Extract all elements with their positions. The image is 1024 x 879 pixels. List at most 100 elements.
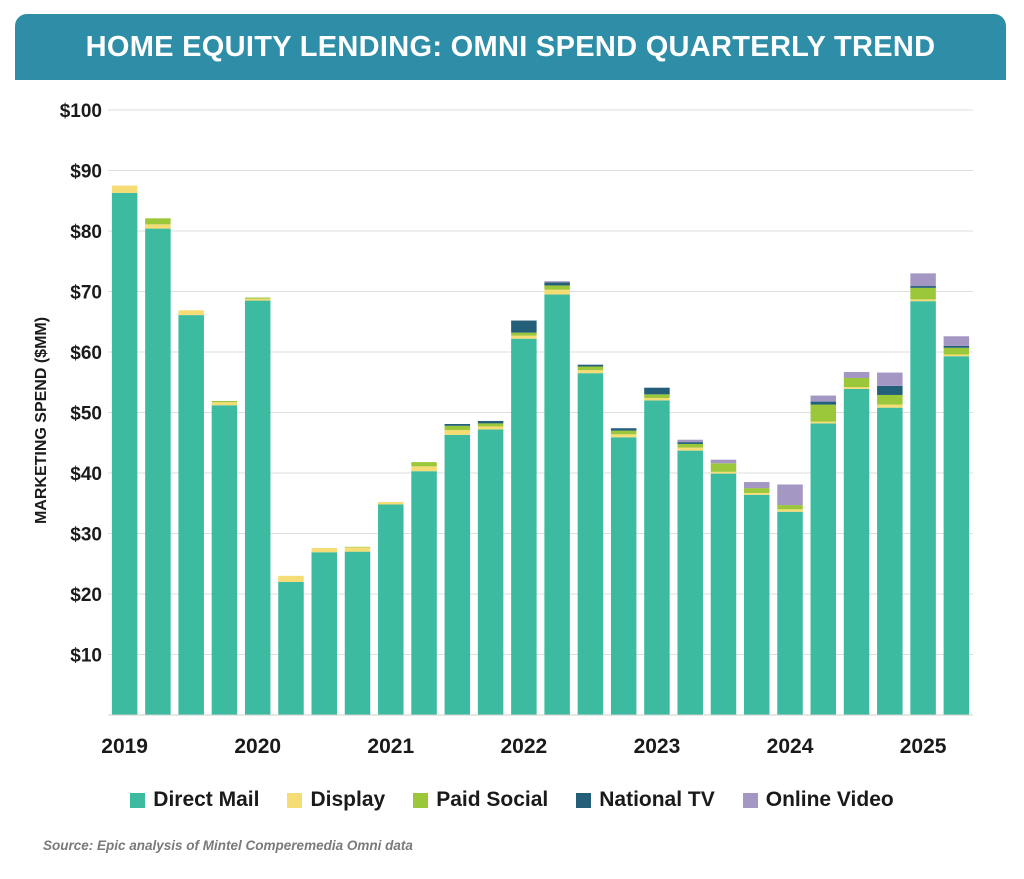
x-tick-label: 2024: [767, 735, 814, 758]
bar-segment-display: [178, 310, 204, 316]
bar-segment-online-video: [744, 482, 770, 489]
legend-label-national-tv: National TV: [599, 788, 715, 811]
bar-segment-direct-mail: [910, 301, 936, 715]
bar-segment-display: [677, 447, 703, 451]
bar-segment-direct-mail: [710, 473, 737, 715]
bar-segment-paid-social: [511, 332, 537, 336]
bar-segment-display: [378, 502, 404, 505]
y-tick-label: $100: [60, 101, 102, 122]
bar-segment-paid-social: [644, 394, 670, 398]
x-tick-label: 2019: [101, 735, 148, 758]
bar-segment-display: [477, 426, 504, 430]
legend-item-online-video: Online Video: [742, 788, 894, 812]
bar-segment-paid-social: [411, 462, 437, 467]
bar-segment-national-tv: [477, 420, 504, 424]
bar-segment-display: [610, 434, 637, 438]
bar-segment-national-tv: [444, 423, 471, 426]
bar-segment-paid-social: [710, 463, 737, 472]
legend-swatch-display: [287, 792, 303, 808]
bar-segment-direct-mail: [544, 294, 570, 715]
bar-segment-national-tv: [644, 387, 670, 395]
bar-segment-display: [344, 547, 371, 552]
bar-segment-display: [577, 370, 604, 374]
bar-segment-display: [311, 548, 337, 553]
bar-segment-display: [910, 299, 936, 302]
x-tick-label: 2022: [501, 735, 548, 758]
bar-segment-display: [511, 335, 537, 339]
bar-segment-paid-social: [843, 378, 870, 388]
bar-segment-paid-social: [910, 287, 936, 300]
bar-segment-paid-social: [577, 366, 604, 371]
bar-segment-direct-mail: [211, 405, 238, 715]
y-tick-label: $10: [70, 646, 102, 667]
bar-segment-paid-social: [610, 430, 637, 435]
legend-item-direct-mail: Direct Mail: [130, 788, 259, 812]
bar-segment-direct-mail: [411, 471, 437, 715]
chart-legend: Direct Mail Display Paid Social National…: [0, 788, 1024, 812]
bar-segment-paid-social: [244, 297, 271, 299]
bar-segment-direct-mail: [477, 429, 504, 715]
legend-item-national-tv: National TV: [576, 788, 715, 812]
legend-item-display: Display: [287, 788, 385, 812]
bar-segment-online-video: [910, 273, 936, 287]
bar-segment-paid-social: [777, 505, 803, 510]
y-tick-label: $80: [70, 222, 102, 243]
bar-segment-direct-mail: [278, 581, 304, 715]
legend-label-direct-mail: Direct Mail: [153, 788, 260, 811]
bar-segment-paid-social: [810, 404, 837, 422]
bar-segment-direct-mail: [378, 504, 404, 715]
y-tick-label: $20: [70, 585, 102, 606]
bar-segment-display: [145, 224, 171, 229]
bar-segment-display: [644, 397, 670, 401]
bar-segment-display: [877, 404, 903, 408]
bar-segment-paid-social: [145, 218, 171, 225]
bar-segment-direct-mail: [677, 450, 703, 715]
bar-segment-display: [444, 430, 471, 435]
bar-segment-display: [744, 492, 770, 495]
chart-title: HOME EQUITY LENDING: OMNI SPEND QUARTERL…: [85, 30, 936, 63]
x-tick-label: 2025: [900, 735, 947, 758]
bar-segment-paid-social: [344, 546, 371, 548]
bar-segment-direct-mail: [777, 511, 803, 715]
bar-segment-national-tv: [544, 282, 570, 286]
bar-segment-national-tv: [677, 442, 703, 444]
legend-swatch-online-video: [742, 792, 758, 808]
bar-segment-display: [843, 387, 870, 389]
bar-segment-display: [810, 421, 837, 424]
y-tick-label: $40: [70, 464, 102, 485]
source-note: Source: Epic analysis of Mintel Comperem…: [43, 838, 413, 853]
y-tick-label: $30: [70, 525, 102, 546]
bar-segment-online-video: [544, 281, 570, 283]
bar-segment-direct-mail: [943, 356, 970, 715]
legend-item-paid-social: Paid Social: [413, 788, 548, 812]
bar-segment-direct-mail: [810, 423, 837, 715]
bar-segment-direct-mail: [444, 434, 471, 715]
bar-segment-display: [710, 471, 737, 474]
y-tick-label: $70: [70, 283, 102, 304]
bar-segment-national-tv: [511, 320, 537, 333]
bar-segment-online-video: [943, 336, 970, 346]
bar-segment-paid-social: [943, 347, 970, 355]
bar-segment-display: [777, 509, 803, 512]
legend-label-paid-social: Paid Social: [436, 788, 549, 811]
bar-segment-paid-social: [677, 443, 703, 448]
bar-segment-national-tv: [910, 286, 936, 288]
bar-segment-direct-mail: [344, 551, 371, 715]
bar-segment-online-video: [810, 395, 837, 402]
bar-segment-display: [244, 298, 271, 301]
legend-label-online-video: Online Video: [765, 788, 894, 811]
y-tick-label: $50: [70, 404, 102, 425]
legend-swatch-direct-mail: [130, 792, 146, 808]
bar-segment-paid-social: [744, 488, 770, 493]
bar-segment-direct-mail: [877, 407, 903, 715]
bar-segment-direct-mail: [178, 315, 204, 715]
bar-segment-online-video: [777, 484, 803, 506]
bar-segment-national-tv: [577, 364, 604, 367]
x-tick-label: 2020: [234, 735, 281, 758]
bar-segment-direct-mail: [145, 228, 171, 715]
x-tick-label: 2023: [634, 735, 681, 758]
bar-segment-direct-mail: [311, 552, 337, 715]
bar-segment-display: [211, 402, 238, 406]
bar-segment-direct-mail: [511, 338, 537, 715]
y-tick-label: $90: [70, 162, 102, 183]
